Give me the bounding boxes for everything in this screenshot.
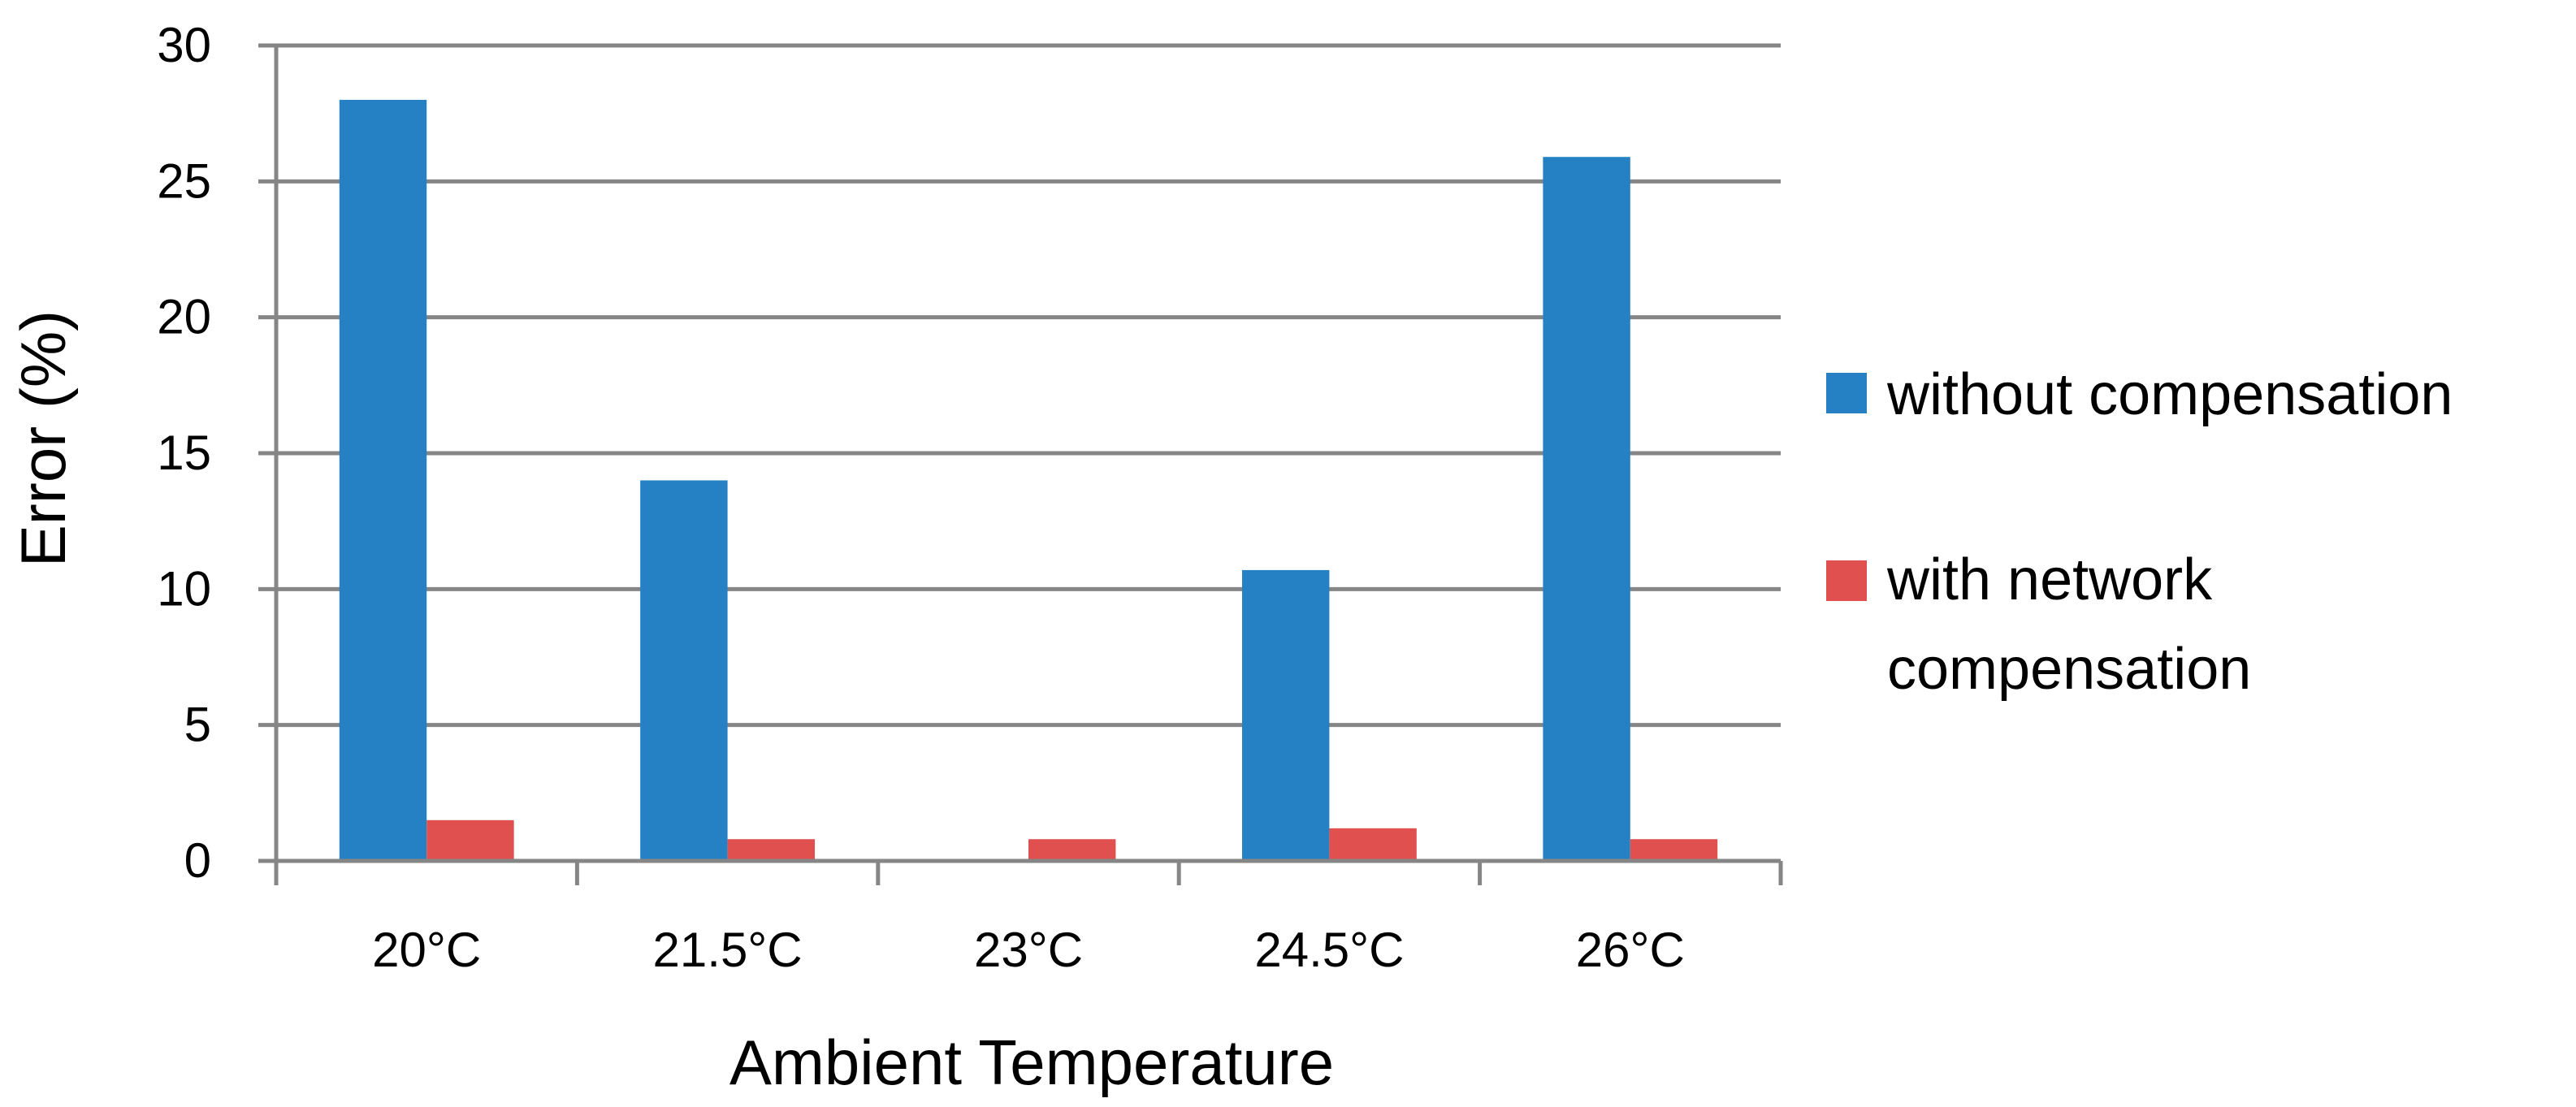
bar-without-compensation — [1543, 157, 1630, 862]
y-tick-label: 30 — [157, 18, 211, 72]
y-axis-title: Error (%) — [7, 310, 79, 567]
bar-with-network-compensation — [1630, 839, 1718, 861]
y-tick-label: 15 — [157, 426, 211, 480]
y-tick-label: 25 — [157, 154, 211, 208]
x-tick-label: 23°C — [974, 923, 1083, 977]
bar-with-network-compensation — [727, 839, 816, 861]
x-tick-label: 21.5°C — [653, 923, 803, 977]
gridlines — [276, 43, 1781, 728]
y-tick-label: 0 — [184, 833, 211, 888]
x-axis-title: Ambient Temperature — [730, 1027, 1334, 1098]
legend-swatch-with-network-compensation — [1826, 560, 1867, 601]
bar-without-compensation — [640, 480, 728, 861]
bars — [339, 99, 1718, 862]
y-tick-label: 20 — [157, 290, 211, 344]
bar-without-compensation — [339, 99, 427, 861]
legend-label-with-network-compensation: with network compensation — [1886, 547, 2251, 702]
x-tick-label: 20°C — [372, 923, 481, 977]
legend-label-without-compensation: without compensation — [1886, 362, 2453, 427]
bar-with-network-compensation — [426, 819, 514, 861]
x-tick-label: 26°C — [1576, 923, 1685, 977]
bar-with-network-compensation — [1028, 839, 1116, 861]
y-tick-label: 5 — [184, 698, 211, 752]
x-tick-label: 24.5°C — [1254, 923, 1404, 977]
bar-without-compensation — [1241, 569, 1330, 861]
x-tick-labels: 20°C 21.5°C 23°C 24.5°C 26°C — [372, 923, 1685, 977]
axes — [258, 43, 1783, 885]
legend-swatch-without-compensation — [1826, 373, 1867, 413]
y-tick-labels: 0 5 10 15 20 25 30 — [157, 18, 211, 888]
legend: without compensation with network compen… — [1826, 362, 2453, 702]
bar-with-network-compensation — [1329, 828, 1417, 861]
y-tick-label: 10 — [157, 561, 211, 616]
